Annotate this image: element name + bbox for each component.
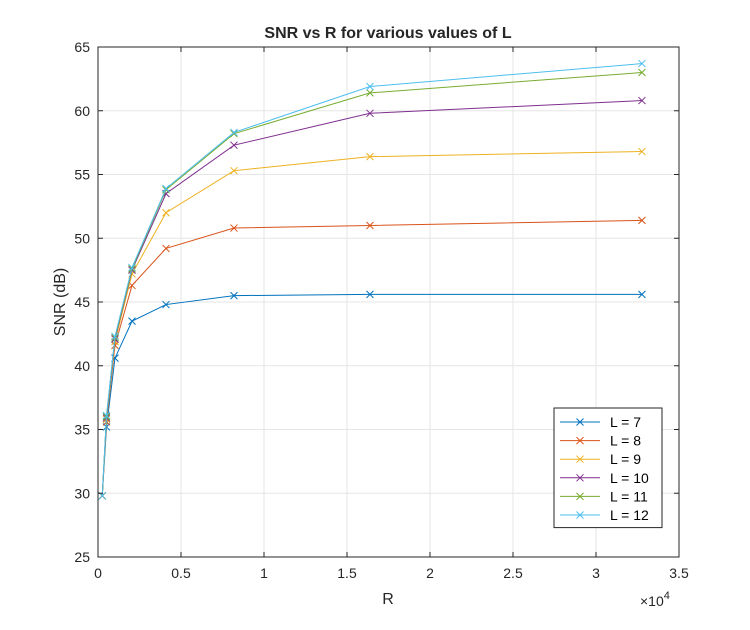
data-point: [162, 208, 170, 217]
data-point: [162, 184, 170, 193]
legend-label: L = 10: [610, 470, 649, 486]
data-point: [128, 263, 136, 272]
y-axis-label: SNR (dB): [52, 268, 69, 336]
x-axis-exponent-base: ×10: [640, 593, 664, 609]
legend-marker: [576, 436, 584, 445]
data-point: [366, 82, 374, 91]
x-tick-label: 1.5: [337, 565, 357, 581]
legend-item: L = 11: [560, 488, 648, 504]
data-point: [638, 96, 646, 105]
data-point: [638, 290, 646, 299]
legend-label: L = 9: [610, 451, 641, 467]
y-tick-label: 55: [74, 167, 90, 183]
y-tick-label: 60: [74, 103, 90, 119]
data-point: [102, 411, 111, 420]
x-tick-label: 2: [426, 565, 434, 581]
legend-marker: [576, 473, 584, 482]
data-point: [366, 89, 374, 97]
legend-item: L = 8: [560, 433, 641, 449]
x-axis-ticks: 0 0.5 1 1.5 2 2.5 3 3.5: [94, 47, 689, 581]
data-point: [128, 317, 136, 325]
y-tick-label: 35: [74, 422, 90, 438]
x-tick-label: 1: [260, 565, 268, 581]
legend-label: L = 7: [610, 414, 641, 430]
data-point: [162, 244, 170, 253]
data-point: [638, 147, 646, 156]
data-point: [162, 300, 170, 309]
y-tick-label: 65: [74, 39, 90, 55]
legend-item: L = 9: [560, 451, 641, 467]
y-tick-label: 25: [74, 549, 90, 565]
x-axis-label: R: [382, 591, 394, 608]
data-point: [366, 290, 374, 299]
data-point: [366, 109, 374, 118]
legend: L = 7 L = 8 L = 9 L = 10 L = 11 L = 12: [553, 407, 663, 529]
data-point: [230, 166, 238, 175]
data-point: [638, 216, 646, 225]
data-point: [162, 185, 170, 194]
legend-label: L = 11: [610, 488, 648, 504]
data-point: [638, 68, 646, 77]
series-6: [98, 59, 646, 500]
data-point: [638, 59, 646, 68]
data-point: [230, 224, 238, 232]
y-tick-label: 40: [74, 358, 90, 374]
legend-marker: [576, 492, 584, 501]
series-line: [101, 63, 642, 496]
data-point: [230, 291, 238, 300]
legend-item: L = 12: [560, 507, 649, 523]
series-layer: [98, 59, 646, 500]
data-point: [111, 332, 119, 341]
data-point: [230, 141, 238, 150]
y-axis-ticks: 25 30 35 40 45 50 55 60 65: [74, 39, 679, 565]
data-point: [230, 128, 238, 137]
legend-marker: [576, 511, 584, 519]
x-tick-label: 0: [94, 565, 102, 581]
x-axis-exponent: ×104: [640, 590, 670, 609]
x-axis-exponent-power: 4: [664, 590, 670, 602]
legend-item: L = 7: [560, 414, 641, 430]
legend-marker: [576, 455, 584, 464]
y-tick-label: 30: [74, 485, 90, 501]
y-tick-label: 45: [74, 294, 90, 310]
x-tick-label: 0.5: [171, 565, 191, 581]
x-tick-label: 3.5: [669, 565, 689, 581]
data-point: [366, 152, 374, 161]
y-tick-label: 50: [74, 230, 90, 246]
legend-item: L = 10: [560, 470, 649, 486]
legend-label: L = 12: [610, 507, 649, 523]
data-point: [366, 221, 374, 230]
legend-box: [553, 407, 663, 529]
legend-marker: [576, 418, 584, 426]
chart-title: SNR vs R for various values of L: [264, 25, 511, 42]
legend-label: L = 8: [610, 433, 641, 449]
x-tick-label: 2.5: [503, 565, 523, 581]
x-tick-label: 3: [592, 565, 600, 581]
